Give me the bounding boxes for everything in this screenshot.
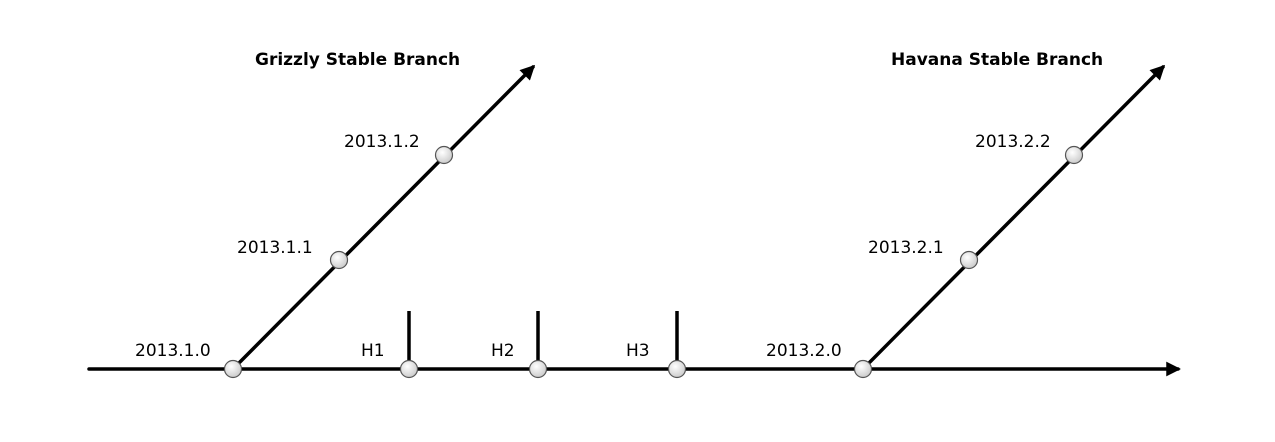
label-2013-2-0: 2013.2.0 [766,341,842,361]
label-2013-1-2: 2013.1.2 [344,132,420,152]
node-h2 [528,359,548,379]
node-2013-2-0 [853,359,873,379]
node-2013-1-1 [329,250,349,270]
node-2013-1-2 [434,145,454,165]
node-2013-2-2 [1064,145,1084,165]
node-2013-2-1 [959,250,979,270]
node-2013-1-0 [223,359,243,379]
label-2013-2-2: 2013.2.2 [975,132,1051,152]
node-h3 [667,359,687,379]
label-2013-1-1: 2013.1.1 [237,238,313,258]
havana-branch-line [861,64,1166,371]
label-h3: H3 [626,341,650,361]
grizzly-branch-line [231,64,536,371]
label-h2: H2 [491,341,515,361]
grizzly-branch-title: Grizzly Stable Branch [255,50,460,70]
node-h1 [399,359,419,379]
label-2013-1-0: 2013.1.0 [135,341,211,361]
havana-branch-title: Havana Stable Branch [891,50,1103,70]
label-2013-2-1: 2013.2.1 [868,238,944,258]
label-h1: H1 [361,341,385,361]
